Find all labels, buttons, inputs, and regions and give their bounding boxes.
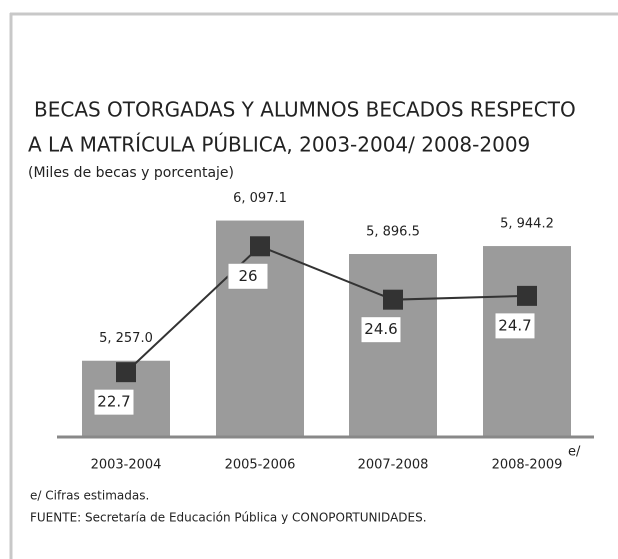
bar-value-label: 5, 944.2	[500, 217, 554, 232]
x-tick-label: 2007-2008	[358, 458, 429, 473]
value-label-box	[93, 388, 135, 416]
chart-subtitle: (Miles de becas y porcentaje)	[28, 165, 234, 181]
chart-title: A LA MATRÍCULA PÚBLICA, 2003-2004/ 2008-…	[28, 133, 530, 157]
bar-value-label: 5, 257.0	[99, 331, 153, 346]
value-label-box	[494, 312, 536, 340]
value-label-box	[360, 316, 402, 344]
line-value-label: 22.7	[97, 393, 130, 411]
line-marker	[116, 362, 136, 383]
line-marker	[517, 285, 537, 306]
line-value-label: 24.6	[364, 320, 397, 338]
bar	[216, 220, 304, 437]
note: FUENTE: Secretaría de Educación Pública …	[30, 511, 427, 525]
value-label-box	[227, 262, 269, 290]
x-tick-label: 2005-2006	[225, 458, 296, 473]
line-value-label: 24.7	[498, 316, 531, 334]
line	[125, 245, 528, 373]
line-marker	[250, 236, 270, 257]
annotation: e/	[568, 445, 581, 460]
bar	[349, 254, 437, 437]
x-tick-label: 2008-2009	[492, 458, 563, 473]
bar-value-label: 5, 896.5	[366, 225, 420, 240]
chart-title: BECAS OTORGADAS Y ALUMNOS BECADOS RESPEC…	[34, 98, 576, 122]
x-tick-label: 2003-2004	[91, 458, 162, 473]
line-marker	[383, 289, 403, 310]
line-value-label: 26	[238, 267, 257, 285]
note: e/ Cifras estimadas.	[30, 489, 149, 503]
bar-value-label: 6, 097.1	[233, 191, 287, 206]
bar	[483, 246, 571, 437]
